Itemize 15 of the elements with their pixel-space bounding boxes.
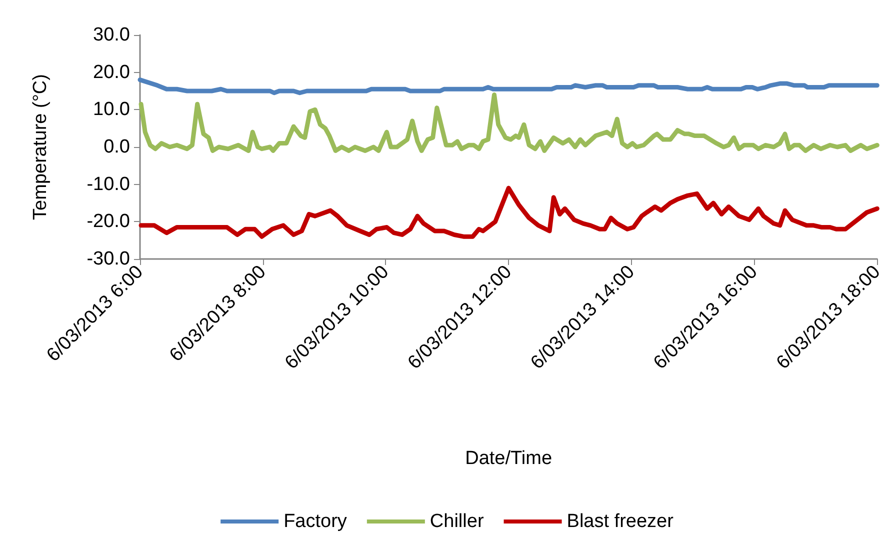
legend-label: Factory [284, 511, 348, 532]
y-axis-title: Temperature (°C) [30, 74, 51, 220]
x-axis-title: Date/Time [465, 448, 552, 469]
y-tick-label: -10.0 [86, 174, 130, 195]
legend-label: Blast freezer [566, 511, 674, 532]
line-series [138, 78, 880, 96]
y-tick-label: 0.0 [104, 136, 130, 158]
legend-label: Chiller [430, 511, 484, 532]
y-tick-label: 10.0 [93, 99, 130, 120]
y-tick-label: -30.0 [86, 248, 130, 270]
y-tick-label: -20.0 [86, 211, 130, 232]
y-tick-label: 20.0 [93, 62, 130, 83]
line-series [138, 92, 880, 153]
y-tick-label: 30.0 [93, 24, 130, 46]
line-series [138, 186, 880, 239]
